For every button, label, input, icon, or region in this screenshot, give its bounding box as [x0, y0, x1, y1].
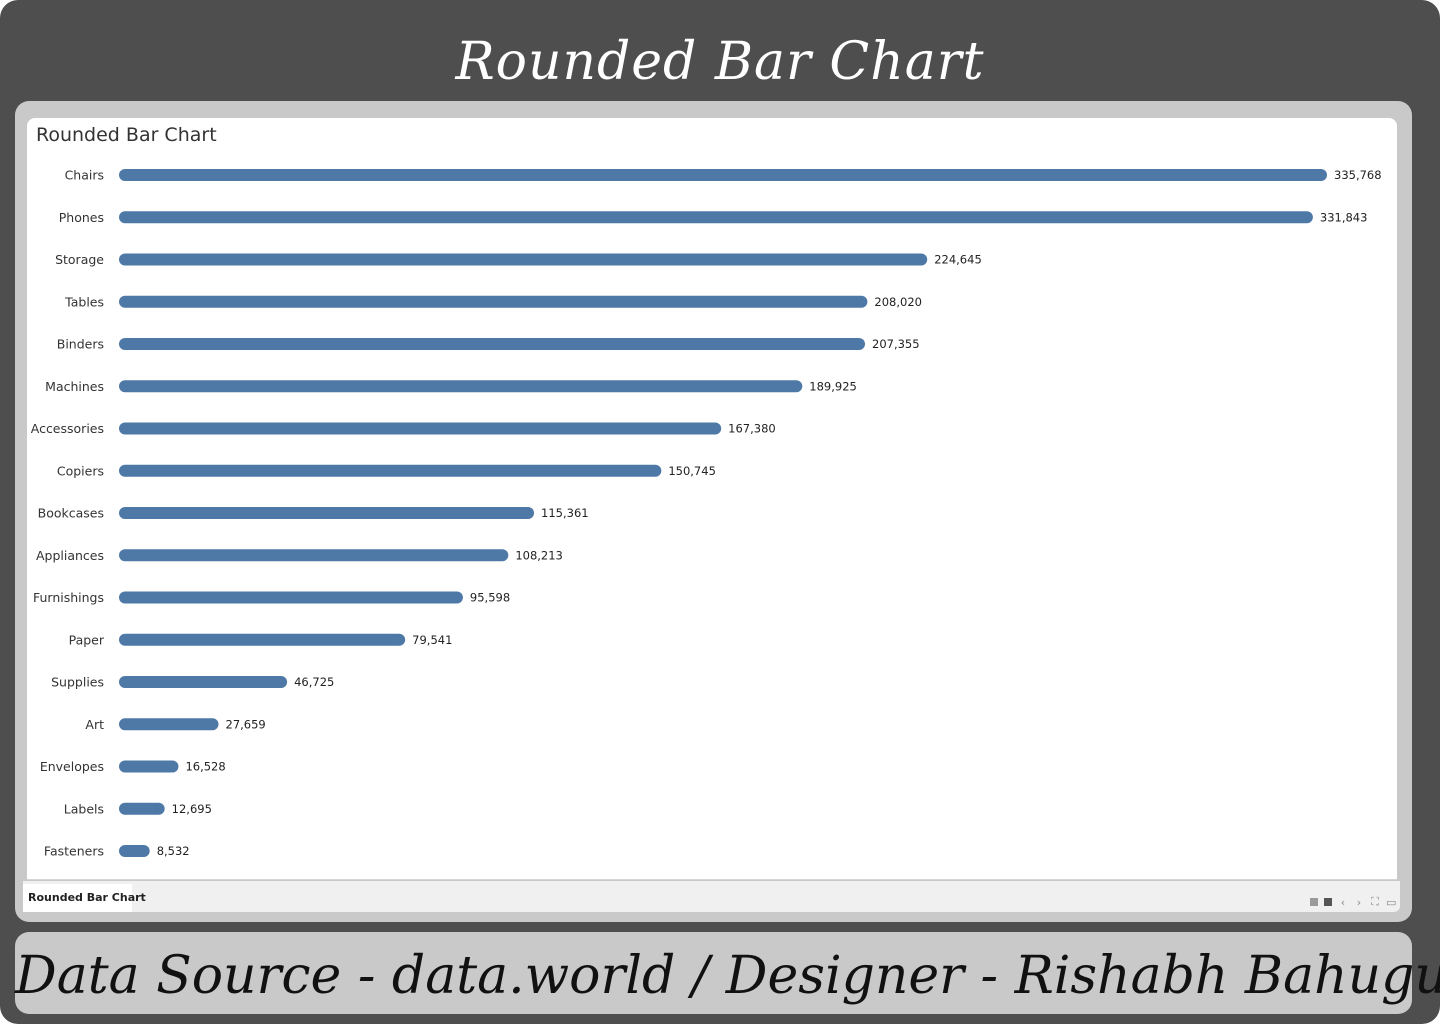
- value-label: 207,355: [872, 337, 920, 351]
- bar-bookcases[interactable]: [119, 507, 535, 519]
- value-label: 167,380: [728, 422, 776, 436]
- bar-binders[interactable]: [119, 338, 866, 350]
- bar-tables[interactable]: [119, 295, 868, 308]
- bar-labels[interactable]: [119, 802, 165, 815]
- category-label: Tables: [64, 294, 104, 309]
- bar-chairs[interactable]: [119, 169, 1327, 181]
- category-label: Phones: [59, 210, 104, 225]
- category-label: Art: [85, 717, 104, 732]
- value-label: 46,725: [294, 675, 334, 689]
- bar-accessories[interactable]: [119, 422, 722, 435]
- next-arrow-icon[interactable]: ›: [1356, 895, 1362, 909]
- category-label: Copiers: [57, 463, 104, 478]
- bar-phones[interactable]: [119, 211, 1313, 224]
- category-label: Storage: [55, 252, 104, 267]
- footer-credit: Data Source - data.world / Designer - Ri…: [15, 946, 1440, 1006]
- bar-envelopes[interactable]: [119, 760, 179, 773]
- value-label: 224,645: [934, 253, 982, 267]
- viz-panel: [27, 118, 1397, 880]
- bar-chart: Chairs 335,768 Phones 331,843 Storage 224,645…: [31, 168, 1382, 859]
- value-label: 95,598: [470, 591, 510, 605]
- viz-title: Rounded Bar Chart: [36, 124, 217, 146]
- tab-rounded-bar-chart[interactable]: Rounded Bar Chart: [23, 884, 146, 912]
- bar-storage[interactable]: [119, 253, 928, 266]
- bar-copiers[interactable]: [119, 464, 662, 477]
- category-label: Machines: [45, 379, 104, 394]
- sheet-tab-bar: [23, 881, 1400, 912]
- viz-toolbar: ‹ › ⛶ ▭: [1310, 894, 1396, 910]
- value-label: 8,532: [157, 844, 190, 858]
- value-label: 150,745: [668, 464, 716, 478]
- category-label: Labels: [64, 801, 104, 816]
- value-label: 79,541: [412, 633, 452, 647]
- bar-furnishings[interactable]: [119, 591, 463, 604]
- value-label: 208,020: [874, 295, 922, 309]
- page-title: Rounded Bar Chart: [455, 32, 985, 92]
- category-label: Accessories: [31, 421, 104, 436]
- category-label: Furnishings: [33, 590, 104, 605]
- category-label: Fasteners: [44, 844, 104, 859]
- bar-fasteners[interactable]: [119, 845, 150, 857]
- bar-machines[interactable]: [119, 380, 803, 393]
- value-label: 27,659: [226, 717, 266, 731]
- category-label: Bookcases: [38, 506, 104, 521]
- category-label: Paper: [69, 632, 105, 647]
- category-label: Binders: [57, 337, 104, 352]
- value-label: 108,213: [515, 548, 563, 562]
- category-label: Envelopes: [40, 759, 104, 774]
- category-label: Supplies: [51, 675, 104, 690]
- single-view-icon[interactable]: [1324, 898, 1332, 906]
- bar-art[interactable]: [119, 718, 219, 731]
- value-label: 189,925: [809, 379, 857, 393]
- value-label: 16,528: [185, 760, 225, 774]
- bar-appliances[interactable]: [119, 549, 509, 562]
- footer-band: [15, 932, 1412, 1014]
- value-label: 335,768: [1334, 168, 1382, 182]
- value-label: 331,843: [1320, 210, 1368, 224]
- category-label: Chairs: [65, 168, 104, 183]
- category-label: Appliances: [36, 548, 104, 563]
- bar-paper[interactable]: [119, 633, 406, 646]
- bar-supplies[interactable]: [119, 676, 288, 688]
- grid-view-icon[interactable]: [1310, 898, 1318, 906]
- present-icon[interactable]: ▭: [1386, 895, 1397, 909]
- prev-arrow-icon[interactable]: ‹: [1340, 895, 1346, 909]
- fullscreen-icon[interactable]: ⛶: [1371, 895, 1379, 908]
- value-label: 115,361: [541, 506, 589, 520]
- value-label: 12,695: [172, 802, 212, 816]
